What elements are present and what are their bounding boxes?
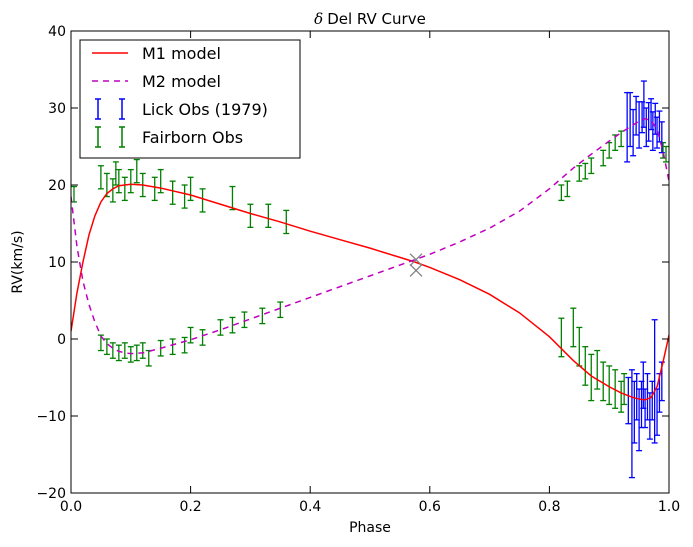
fairborn-point bbox=[582, 162, 589, 180]
fairborn-point bbox=[600, 149, 607, 167]
fairborn-point bbox=[187, 176, 194, 202]
chart-title: δ Del RV Curve bbox=[314, 10, 426, 28]
legend: M1 model M2 model Lick Obs (1979) Fairbo… bbox=[79, 39, 301, 159]
legend-box bbox=[79, 39, 301, 159]
legend-m2-label: M2 model bbox=[142, 72, 221, 91]
fairborn-point bbox=[181, 336, 188, 354]
lick-point bbox=[630, 108, 637, 157]
fairborn-point bbox=[169, 180, 176, 205]
fairborn-point bbox=[265, 203, 272, 229]
fairborn-point bbox=[121, 176, 128, 202]
fairborn-point bbox=[121, 342, 128, 359]
y-tick-label: 10 bbox=[48, 255, 66, 271]
legend-m1-label: M1 model bbox=[142, 44, 221, 63]
fairborn-point bbox=[112, 161, 119, 186]
fairborn-point bbox=[663, 145, 669, 163]
fairborn-point bbox=[588, 353, 595, 402]
fairborn-point bbox=[109, 178, 116, 203]
fairborn-point bbox=[139, 342, 146, 359]
fairborn-point bbox=[229, 316, 236, 334]
fairborn-point bbox=[618, 380, 625, 413]
legend-lick-label: Lick Obs (1979) bbox=[142, 100, 268, 119]
m1-model-line bbox=[71, 183, 669, 401]
fairborn-point bbox=[133, 158, 140, 184]
fairborn-point bbox=[594, 349, 601, 390]
fairborn-point bbox=[187, 326, 194, 344]
y-tick-label: 40 bbox=[48, 24, 66, 40]
fairborn-point bbox=[570, 307, 577, 348]
title-symbol: δ bbox=[314, 10, 323, 28]
fairborn-point bbox=[199, 329, 206, 346]
fairborn-point bbox=[133, 344, 140, 362]
m2-model-line bbox=[71, 117, 669, 355]
fairborn-point bbox=[277, 301, 284, 319]
y-tick-label: −10 bbox=[36, 409, 66, 425]
y-tick-label: 0 bbox=[57, 332, 66, 348]
fairborn-point bbox=[606, 365, 613, 406]
lick-point bbox=[651, 319, 658, 444]
fairborn-point bbox=[283, 209, 290, 235]
fairborn-point bbox=[558, 317, 565, 358]
y-tick-label: 20 bbox=[48, 178, 66, 194]
fairborn-point bbox=[618, 130, 625, 148]
fairborn-point bbox=[127, 168, 134, 194]
x-tick-label: 0.2 bbox=[179, 499, 201, 515]
fairborn-point bbox=[247, 203, 254, 229]
cross-marker bbox=[409, 264, 423, 277]
x-tick-label: 1.0 bbox=[658, 499, 680, 515]
fairborn-point bbox=[181, 184, 188, 209]
title-text: Del RV Curve bbox=[327, 10, 426, 28]
fairborn-point bbox=[127, 346, 134, 363]
legend-fairborn-label: Fairborn Obs bbox=[142, 128, 243, 147]
x-tick-label: 0.4 bbox=[299, 499, 321, 515]
y-tick-label: −20 bbox=[36, 486, 66, 502]
fairborn-point bbox=[588, 157, 595, 175]
fairborn-point bbox=[169, 338, 176, 356]
x-tick-label: 0.8 bbox=[538, 499, 560, 515]
legend-fairborn-swatch bbox=[95, 126, 125, 148]
fairborn-point bbox=[115, 344, 122, 362]
lick-point bbox=[625, 376, 632, 425]
axis-ticks: 0.0 0.2 0.4 0.6 0.8 1.0 −20 −10 0 10 20 30 40 bbox=[36, 24, 680, 515]
fairborn-point bbox=[217, 319, 224, 336]
fairborn-point bbox=[151, 176, 158, 202]
cross-markers bbox=[409, 253, 423, 277]
y-axis-label: RV(km/s) bbox=[10, 230, 26, 293]
fairborn-point bbox=[259, 307, 266, 325]
lick-point bbox=[633, 95, 640, 136]
fairborn-point bbox=[600, 361, 607, 402]
x-tick-label: 0.0 bbox=[60, 499, 82, 515]
fairborn-point bbox=[564, 180, 571, 198]
lick-point bbox=[627, 91, 634, 148]
fairborn-point bbox=[558, 184, 565, 202]
x-tick-label: 0.6 bbox=[419, 499, 441, 515]
lick-point bbox=[628, 369, 635, 479]
model-curves bbox=[71, 117, 669, 401]
fairborn-point bbox=[621, 372, 628, 406]
fairborn-point bbox=[115, 168, 122, 194]
lick-errorbars bbox=[624, 80, 665, 479]
cross-marker bbox=[409, 253, 423, 267]
fairborn-point bbox=[97, 334, 104, 352]
fairborn-point bbox=[97, 165, 104, 190]
fairborn-point bbox=[229, 185, 236, 211]
fairborn-point bbox=[582, 346, 589, 386]
y-tick-label: 30 bbox=[48, 101, 66, 117]
fairborn-point bbox=[241, 311, 248, 329]
x-axis-label: Phase bbox=[349, 520, 391, 536]
fairborn-point bbox=[157, 168, 164, 194]
fairborn-point bbox=[576, 165, 583, 182]
legend-lick-swatch bbox=[95, 98, 125, 120]
fairborn-point bbox=[199, 188, 206, 213]
fairborn-point bbox=[103, 338, 110, 356]
fairborn-point bbox=[109, 342, 116, 359]
